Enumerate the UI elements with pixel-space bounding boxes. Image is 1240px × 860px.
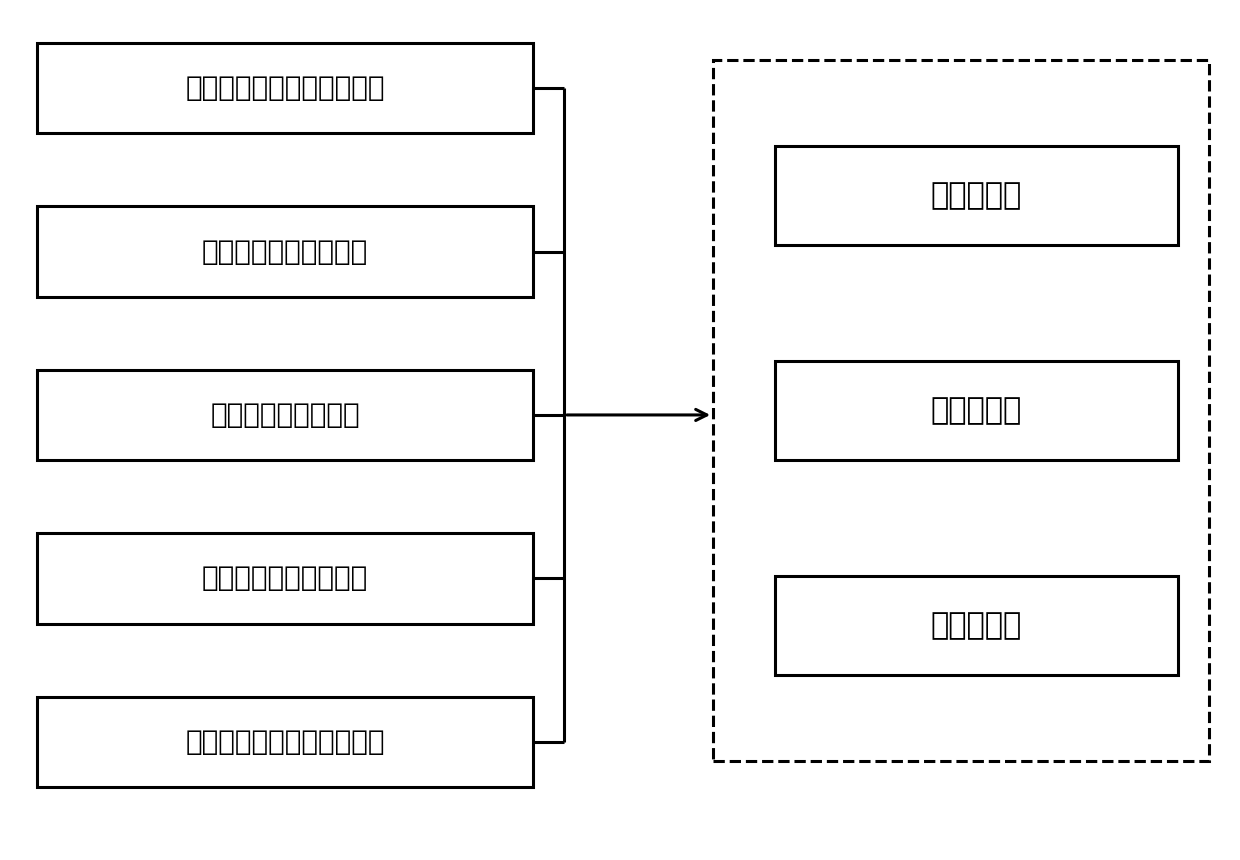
Bar [37, 697, 533, 787]
Bar [37, 43, 533, 133]
Text: 冷却系统启动控制平台: 冷却系统启动控制平台 [202, 564, 368, 593]
Bar [37, 206, 533, 297]
Bar [775, 576, 1178, 675]
Bar [713, 60, 1209, 761]
Text: 实验段启动控制平台: 实验段启动控制平台 [211, 401, 360, 429]
Bar [775, 146, 1178, 245]
Text: 开关控制器: 开关控制器 [931, 396, 1022, 425]
Text: 气体供应系统启动控制平台: 气体供应系统启动控制平台 [186, 74, 384, 102]
Bar [775, 361, 1178, 460]
Text: 阀门控制器: 阀门控制器 [931, 181, 1022, 210]
Text: 功率控制器: 功率控制器 [931, 611, 1022, 640]
Text: 尾气分析系统启动控制平台: 尾气分析系统启动控制平台 [186, 728, 384, 756]
Bar [37, 370, 533, 460]
Text: 真空系统启动控制平台: 真空系统启动控制平台 [202, 237, 368, 266]
Bar [37, 533, 533, 624]
